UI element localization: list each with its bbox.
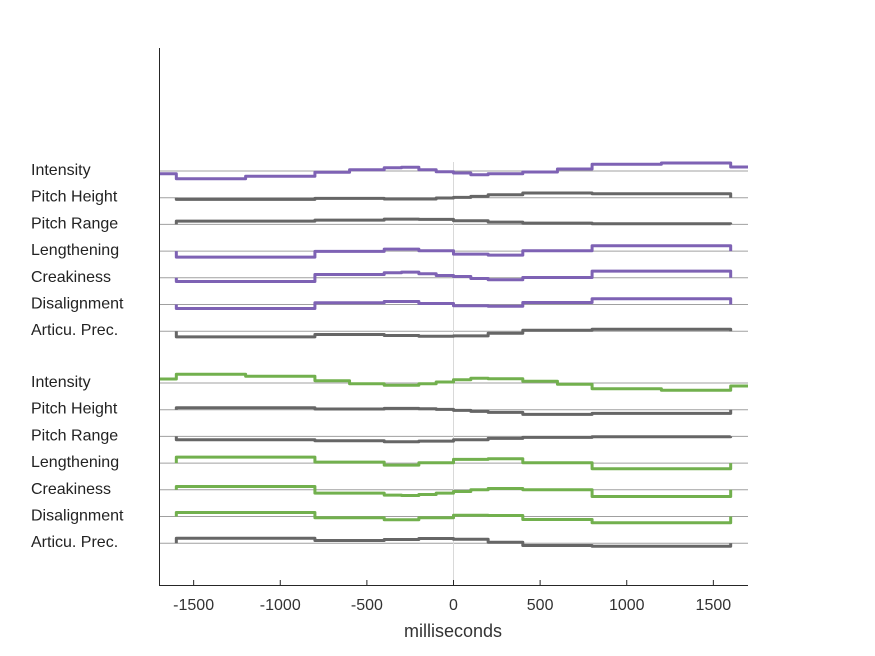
series-line-pitch-height: [174, 406, 733, 416]
series-line-lengthening: [174, 455, 733, 471]
row-label: Pitch Height: [31, 401, 118, 418]
series-line-creakiness: [174, 485, 733, 498]
x-tick-label: 1000: [609, 597, 645, 614]
series-line-disalignment: [174, 297, 733, 310]
row-label: Creakiness: [31, 269, 111, 286]
row-label: Intensity: [31, 162, 91, 179]
series-line-pitch-range: [174, 217, 733, 226]
row-label: Disalignment: [31, 508, 124, 525]
x-tick-label: -1000: [260, 597, 301, 614]
row-label: Intensity: [31, 374, 91, 391]
series-line-articu-prec: [174, 327, 733, 339]
x-tick-label: 500: [527, 597, 554, 614]
row-label: Lengthening: [31, 454, 119, 471]
x-tick-label: -500: [351, 597, 383, 614]
row-label: Pitch Height: [31, 189, 118, 206]
row-label: Creakiness: [31, 481, 111, 498]
series-line-lengthening: [174, 244, 733, 259]
series-line-intensity: [159, 161, 748, 181]
x-tick-label: 1500: [696, 597, 732, 614]
series-line-intensity: [159, 372, 748, 392]
series-line-pitch-height: [174, 191, 733, 201]
x-tick-label: -1500: [173, 597, 214, 614]
row-label: Pitch Range: [31, 215, 118, 232]
row-label: Disalignment: [31, 296, 124, 313]
row-labels: Intensity Pitch Height Pitch Range Lengthen…: [31, 162, 124, 551]
series-lines: [159, 161, 748, 548]
series-line-articu-prec: [174, 536, 733, 548]
row-label: Lengthening: [31, 242, 119, 259]
x-axis-ticks: -1500 -1000 -500 0 500 1000 1500: [173, 580, 731, 614]
series-line-pitch-range: [174, 435, 733, 444]
x-tick-label: 0: [449, 597, 458, 614]
x-axis-label: milliseconds: [404, 621, 502, 641]
row-label: Articu. Prec.: [31, 534, 118, 551]
row-label: Pitch Range: [31, 427, 118, 444]
row-label: Articu. Prec.: [31, 322, 118, 339]
series-line-disalignment: [174, 511, 733, 525]
series-line-creakiness: [174, 269, 733, 283]
